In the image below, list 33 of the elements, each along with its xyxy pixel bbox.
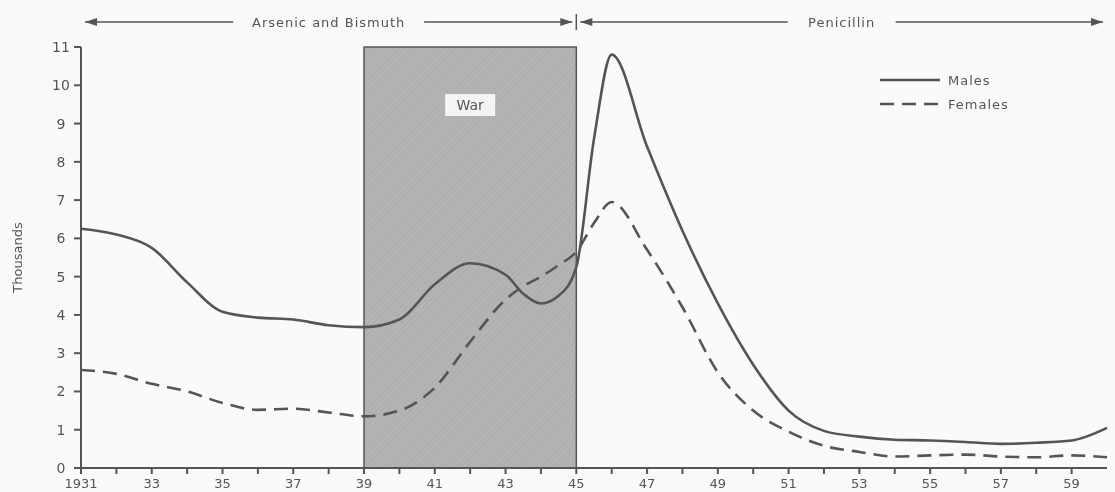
x-tick-label: 51 — [780, 476, 797, 491]
x-tick-label: 1931 — [64, 476, 98, 491]
y-tick-label: 10 — [52, 77, 70, 94]
y-tick-label: 1 — [56, 421, 66, 438]
y-tick-label: 2 — [56, 383, 66, 400]
y-tick-label: 3 — [56, 345, 66, 362]
legend-label: Males — [948, 73, 991, 88]
text: Penicillin — [808, 15, 876, 30]
x-tick-label: 55 — [921, 476, 939, 491]
x-tick-label: 59 — [1063, 476, 1080, 491]
y-axis-title: Thousands — [10, 222, 25, 294]
y-tick-label: 11 — [52, 39, 70, 55]
x-tick-label: 39 — [355, 476, 373, 491]
x-tick-label: 49 — [709, 476, 727, 491]
x-tick-label: 47 — [638, 476, 656, 491]
y-tick-label: 5 — [56, 268, 66, 285]
y-tick-label: 0 — [56, 460, 66, 476]
x-tick-label: 57 — [992, 476, 1010, 491]
y-tick-label: 6 — [56, 230, 66, 247]
y-tick-label: 7 — [56, 192, 66, 209]
text: Arsenic and Bismuth — [252, 15, 406, 30]
x-tick-label: 35 — [214, 476, 231, 491]
x-tick-label: 45 — [568, 476, 585, 491]
x-tick-label: 33 — [143, 476, 161, 491]
x-tick-label: 53 — [851, 476, 868, 491]
y-tick-label: 8 — [56, 153, 66, 170]
y-tick-label: 4 — [56, 306, 66, 323]
band-label: War — [456, 97, 485, 113]
x-tick-label: 41 — [426, 476, 444, 491]
legend-label: Females — [948, 97, 1009, 112]
y-tick-label: 9 — [56, 115, 66, 132]
x-tick-label: 37 — [285, 476, 302, 491]
x-tick-label: 43 — [497, 476, 514, 491]
